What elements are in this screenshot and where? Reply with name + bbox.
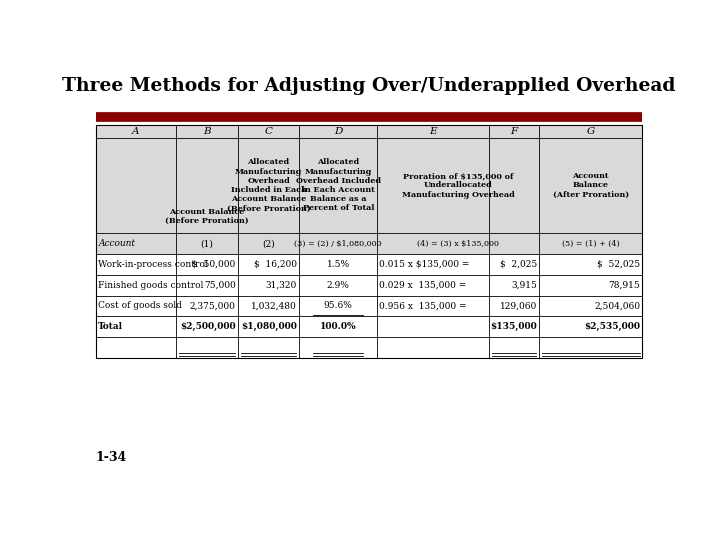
- Text: 100.0%: 100.0%: [320, 322, 356, 331]
- Bar: [96, 125, 642, 358]
- Text: (5) = (1) + (4): (5) = (1) + (4): [562, 240, 620, 248]
- Text: Total: Total: [99, 322, 123, 331]
- Text: 95.6%: 95.6%: [324, 301, 353, 310]
- Text: 2.9%: 2.9%: [327, 281, 350, 289]
- Text: F: F: [510, 127, 518, 136]
- Text: $1,080,000: $1,080,000: [241, 322, 297, 331]
- Text: 78,915: 78,915: [608, 281, 640, 289]
- Text: Account
Balance
(After Proration): Account Balance (After Proration): [553, 172, 629, 199]
- Text: E: E: [429, 127, 437, 136]
- Text: Proration of $135,000 of
Underallocated
Manufacturing Overhead: Proration of $135,000 of Underallocated …: [402, 172, 515, 199]
- Bar: [96, 233, 642, 254]
- Text: 129,060: 129,060: [500, 301, 537, 310]
- Text: 1-34: 1-34: [96, 451, 127, 464]
- Text: $  2,025: $ 2,025: [500, 260, 537, 269]
- Text: (3) = (2) / $1,080,000: (3) = (2) / $1,080,000: [294, 240, 382, 248]
- Text: Allocated
Manufacturing
Overhead Included
in Each Account
Balance as a
Percent o: Allocated Manufacturing Overhead Include…: [296, 158, 381, 212]
- Text: B: B: [203, 127, 211, 136]
- Text: C: C: [264, 127, 273, 136]
- Text: $135,000: $135,000: [490, 322, 537, 331]
- Text: 0.956 x  135,000 =: 0.956 x 135,000 =: [379, 301, 467, 310]
- Text: Account Balance
(Before Proration): Account Balance (Before Proration): [166, 208, 249, 225]
- Text: (1): (1): [201, 239, 214, 248]
- Bar: [96, 254, 642, 358]
- Text: Finished goods control: Finished goods control: [99, 281, 204, 289]
- Text: (4) = (3) x $135,000: (4) = (3) x $135,000: [418, 240, 499, 248]
- Text: $2,535,000: $2,535,000: [584, 322, 640, 331]
- Text: Cost of goods sold: Cost of goods sold: [99, 301, 182, 310]
- Text: 1,032,480: 1,032,480: [251, 301, 297, 310]
- Text: 2,504,060: 2,504,060: [594, 301, 640, 310]
- Text: $2,500,000: $2,500,000: [180, 322, 235, 331]
- Text: D: D: [334, 127, 343, 136]
- Text: Account: Account: [99, 239, 135, 248]
- Text: G: G: [587, 127, 595, 136]
- Text: $  52,025: $ 52,025: [597, 260, 640, 269]
- Text: 75,000: 75,000: [204, 281, 235, 289]
- Text: Allocated
Manufacturing
Overhead
Included in Each
Account Balance
(Before Prorat: Allocated Manufacturing Overhead Include…: [227, 158, 310, 212]
- Text: 31,320: 31,320: [266, 281, 297, 289]
- Text: $  50,000: $ 50,000: [192, 260, 235, 269]
- Text: 0.029 x  135,000 =: 0.029 x 135,000 =: [379, 281, 467, 289]
- Bar: [96, 125, 642, 138]
- Text: A: A: [132, 127, 140, 136]
- Text: (2): (2): [262, 239, 275, 248]
- Text: 3,915: 3,915: [511, 281, 537, 289]
- Text: Three Methods for Adjusting Over/Underapplied Overhead: Three Methods for Adjusting Over/Underap…: [62, 77, 676, 95]
- Text: 2,375,000: 2,375,000: [190, 301, 235, 310]
- Text: 1.5%: 1.5%: [327, 260, 350, 269]
- Text: Work-in-process control: Work-in-process control: [99, 260, 208, 269]
- Text: 0.015 x $135,000 =: 0.015 x $135,000 =: [379, 260, 469, 269]
- Bar: [96, 138, 642, 233]
- Text: $  16,200: $ 16,200: [254, 260, 297, 269]
